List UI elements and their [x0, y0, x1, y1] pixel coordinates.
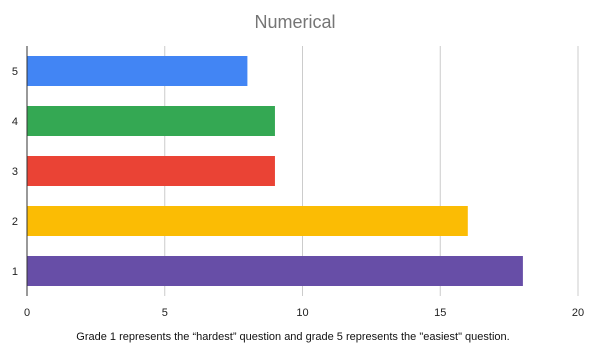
- bars: [27, 56, 523, 286]
- bar-grade-5: [27, 56, 248, 86]
- y-tick-label: 3: [12, 166, 18, 178]
- chart-caption: Grade 1 represents the “hardest” questio…: [76, 331, 509, 343]
- y-tick-label: 2: [12, 216, 18, 228]
- y-tick-label: 5: [12, 66, 18, 78]
- bar-grade-3: [27, 156, 275, 186]
- bar-grade-2: [27, 206, 468, 236]
- chart-title: Numerical: [254, 12, 335, 32]
- x-tick-label: 10: [296, 307, 308, 319]
- bar-grade-4: [27, 106, 275, 136]
- y-tick-label: 4: [12, 116, 18, 128]
- x-tick-labels: 0 5 10 15 20: [24, 307, 584, 319]
- x-tick-label: 15: [434, 307, 446, 319]
- y-tick-label: 1: [12, 266, 18, 278]
- x-tick-label: 0: [24, 307, 30, 319]
- x-tick-label: 20: [572, 307, 584, 319]
- y-tick-labels: 5 4 3 2 1: [12, 66, 18, 278]
- bar-grade-1: [27, 256, 523, 286]
- x-tick-label: 5: [162, 307, 168, 319]
